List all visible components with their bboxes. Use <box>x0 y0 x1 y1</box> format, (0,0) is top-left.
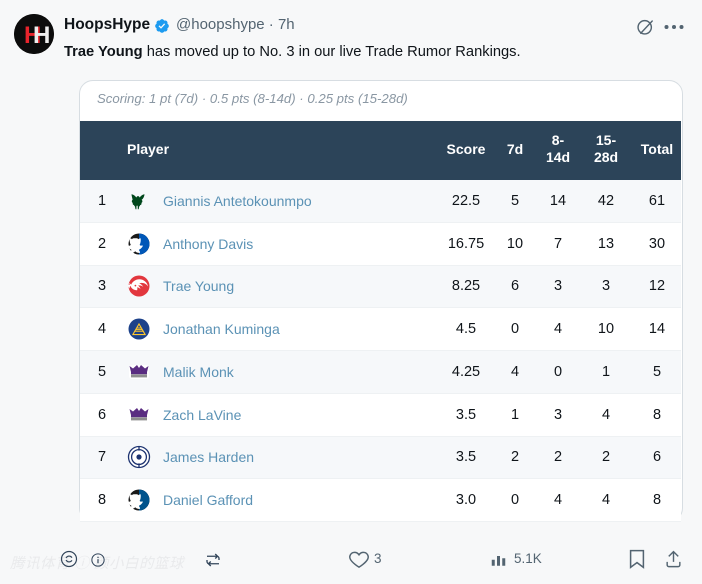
svg-text:H: H <box>33 22 50 49</box>
